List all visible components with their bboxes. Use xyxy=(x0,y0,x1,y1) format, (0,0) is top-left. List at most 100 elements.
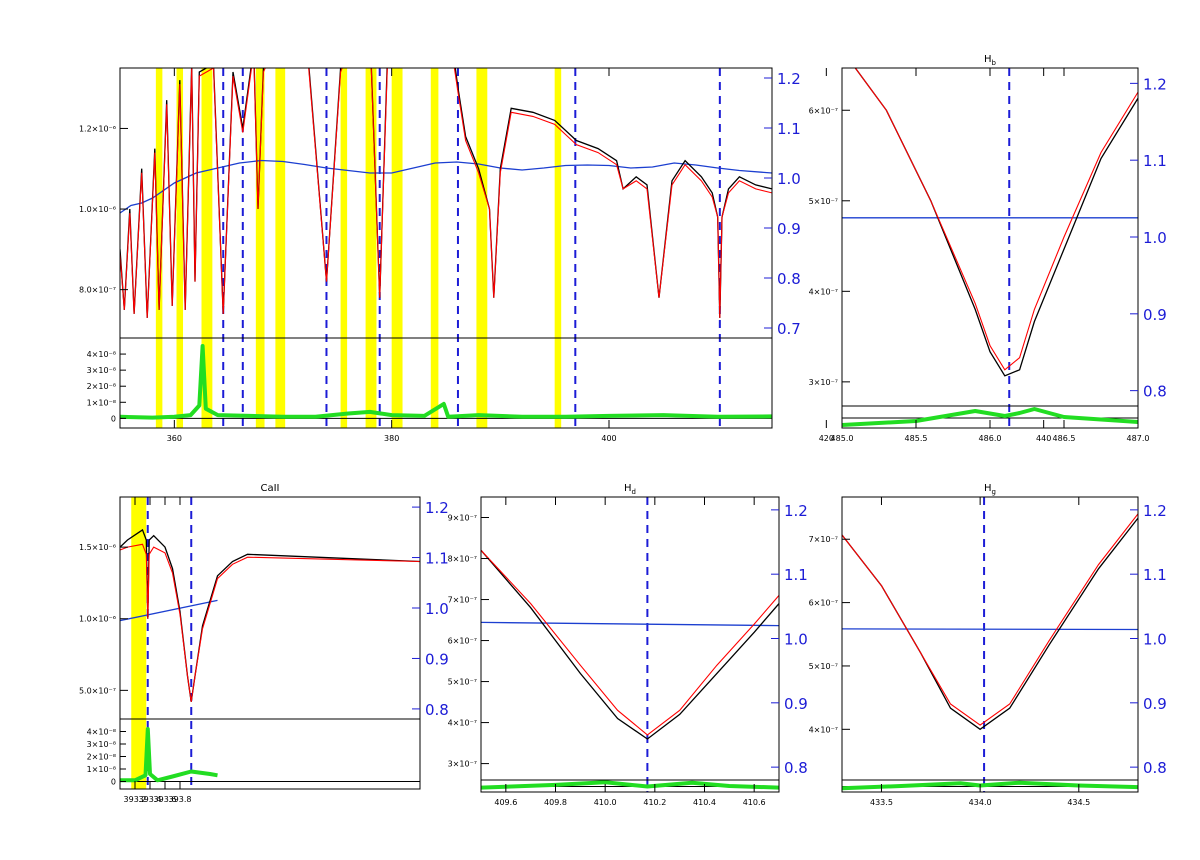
y-left-tick-label: 6×10⁻⁷ xyxy=(448,637,477,646)
resid-tick-label: 0 xyxy=(111,414,116,423)
x-tick-label: 393.2 xyxy=(124,795,147,804)
x-tick-label: 433.5 xyxy=(870,798,893,807)
panel-title: Hb xyxy=(984,54,997,67)
x-tick-label: 360 xyxy=(167,434,182,443)
residual-frame xyxy=(480,779,780,793)
y-right-tick-label: 1.2 xyxy=(425,499,449,517)
plot-area-hbeta xyxy=(842,68,1138,428)
mask-band xyxy=(275,68,286,428)
y-left-tick-label: 1.0×10⁻⁶ xyxy=(79,205,116,214)
residual-frame xyxy=(841,779,1139,793)
x-tick-label: 420 xyxy=(819,434,834,443)
x-tick-label: 440 xyxy=(1036,434,1051,443)
panel-hgamma: 433.5 434.0 434.5 4×10⁻⁷ 5×10⁻⁷ 6×10⁻⁷ 7×10⁻⁷ 0… xyxy=(809,483,1167,807)
series-observed xyxy=(842,517,1138,731)
y-right-tick-label: 1.1 xyxy=(784,566,808,584)
series-model xyxy=(854,68,1138,371)
panel-hbeta: 485.0 485.5 486.0 486.5 487.0 3×10⁻⁷ 4×10⁻⁷ 5×1… xyxy=(809,54,1167,443)
y-left-tick-label: 4×10⁻⁷ xyxy=(809,725,838,734)
y-right-tick-label: 0.7 xyxy=(777,320,801,338)
main-frame xyxy=(841,496,1139,781)
y-right-tick-label: 1.2 xyxy=(1143,502,1167,520)
y-left-tick-label: 1.2×10⁻⁶ xyxy=(79,124,116,133)
y-right-tick-label: 1.0 xyxy=(1143,229,1167,247)
y-right-tick-label: 0.9 xyxy=(784,695,808,713)
y-right-tick-label: 1.0 xyxy=(425,600,449,618)
y-left-tick-label: 4×10⁻⁷ xyxy=(809,287,838,296)
y-right-tick-label: 1.1 xyxy=(1143,566,1167,584)
y-right-tick-label: 0.8 xyxy=(777,270,801,288)
resid-tick-label: 3×10⁻⁸ xyxy=(87,366,116,375)
resid-tick-label: 1×10⁻⁸ xyxy=(87,398,116,407)
resid-tick-label: 3×10⁻⁸ xyxy=(87,740,116,749)
mask-band xyxy=(476,68,488,428)
series-continuum xyxy=(120,159,772,214)
mask-band xyxy=(155,68,163,428)
y-right-tick-label: 1.2 xyxy=(784,502,808,520)
x-tick-label: 393.6 xyxy=(154,795,177,804)
y-left-tick-label: 8×10⁻⁷ xyxy=(448,555,477,564)
y-right-tick-label: 1.1 xyxy=(1143,152,1167,170)
y-left-tick-label: 6×10⁻⁷ xyxy=(809,106,838,115)
panel-full: 3603804004204404608.0×10⁻⁷1.0×10⁻⁶1.2×10… xyxy=(79,67,1051,443)
mask-band xyxy=(131,497,147,789)
x-tick-label: 409.6 xyxy=(494,798,517,807)
series-continuum xyxy=(481,621,779,627)
panel-title-main: H xyxy=(624,483,632,494)
y-left-tick-label: 5×10⁻⁷ xyxy=(448,678,477,687)
y-left-tick-label: 7×10⁻⁷ xyxy=(809,535,838,544)
series-continuum xyxy=(120,599,218,622)
panel-title: Hg xyxy=(984,483,996,496)
x-tick-label: 487.0 xyxy=(1127,434,1150,443)
x-tick-label: 434.5 xyxy=(1067,798,1090,807)
main-frame xyxy=(119,67,773,339)
mask-band xyxy=(340,68,348,428)
residual-frame xyxy=(119,718,421,790)
x-tick-label: 486.0 xyxy=(979,434,1002,443)
series-model xyxy=(481,549,779,736)
series-continuum xyxy=(842,628,1138,631)
y-right-tick-label: 1.0 xyxy=(1143,631,1167,649)
plot-area-hgamma xyxy=(842,497,1138,792)
mask-band xyxy=(430,68,439,428)
main-frame xyxy=(841,67,1139,407)
resid-tick-label: 2×10⁻⁸ xyxy=(87,753,116,762)
series-observed xyxy=(854,68,1138,377)
mask-band xyxy=(176,68,184,428)
y-right-tick-label: 1.1 xyxy=(777,120,801,138)
x-tick-label: 409.8 xyxy=(544,798,567,807)
y-left-tick-label: 6×10⁻⁷ xyxy=(809,599,838,608)
series-residual xyxy=(120,344,772,420)
y-right-tick-label: 0.9 xyxy=(1143,306,1167,324)
main-frame xyxy=(480,496,780,781)
y-right-tick-label: 1.0 xyxy=(777,170,801,188)
mask-band xyxy=(255,68,265,428)
x-tick-label: 410.0 xyxy=(594,798,617,807)
mask-band xyxy=(365,68,377,428)
y-right-tick-label: 1.0 xyxy=(784,631,808,649)
y-left-tick-label: 3×10⁻⁷ xyxy=(448,760,477,769)
panel-title: CaII xyxy=(260,483,279,494)
y-right-tick-label: 0.9 xyxy=(777,220,801,238)
mask-band xyxy=(201,68,213,428)
resid-tick-label: 4×10⁻⁸ xyxy=(87,350,116,359)
y-left-tick-label: 5×10⁻⁷ xyxy=(809,197,838,206)
resid-tick-label: 0 xyxy=(111,778,116,787)
resid-tick-label: 1×10⁻⁸ xyxy=(87,765,116,774)
series-residual xyxy=(842,407,1138,427)
x-tick-label: 410.4 xyxy=(693,798,716,807)
x-tick-label: 393.8 xyxy=(169,795,192,804)
y-left-tick-label: 4×10⁻⁷ xyxy=(448,719,477,728)
panel-title-sub: g xyxy=(992,488,996,496)
y-right-tick-label: 0.8 xyxy=(1143,383,1167,401)
series-observed xyxy=(481,549,779,740)
series-residual xyxy=(120,727,218,783)
x-tick-label: 410.2 xyxy=(643,798,666,807)
y-left-tick-label: 1.0×10⁻⁶ xyxy=(79,615,116,624)
panel-title-main: H xyxy=(984,483,992,494)
y-right-tick-label: 1.1 xyxy=(425,550,449,568)
x-tick-label: 485.5 xyxy=(905,434,928,443)
panel-title: Hd xyxy=(624,483,636,496)
